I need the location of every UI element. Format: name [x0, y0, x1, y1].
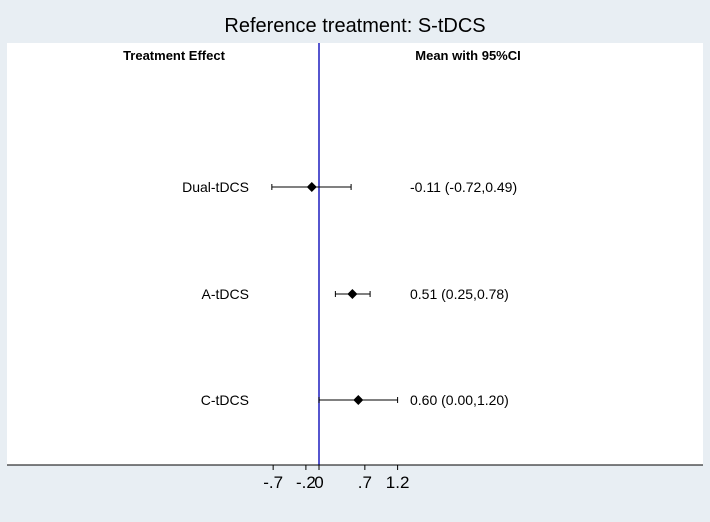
x-tick-label-4: 1.2: [386, 473, 410, 492]
mean-marker-1: [347, 289, 358, 299]
mean-marker-2: [353, 395, 364, 405]
x-tick-label-1: -.2: [296, 473, 316, 492]
x-tick-label-3: .7: [358, 473, 372, 492]
column-header-treatment: Treatment Effect: [123, 48, 226, 63]
column-header-estimate: Mean with 95%CI: [415, 48, 520, 63]
row-estimate-2: 0.60 (0.00,1.20): [410, 392, 509, 408]
chart-title: Reference treatment: S-tDCS: [224, 15, 485, 37]
x-tick-label-0: -.7: [263, 473, 283, 492]
mean-marker-0: [306, 182, 317, 192]
row-label-0: Dual-tDCS: [182, 179, 249, 195]
row-estimate-0: -0.11 (-0.72,0.49): [410, 179, 517, 195]
plot-area: [7, 43, 703, 465]
x-tick-label-2: 0: [314, 473, 323, 492]
row-label-1: A-tDCS: [202, 286, 249, 302]
forest-marks: -.7 -.20 .7 1.2 Dual-tDCS -0.11 (-0.72,0.49) A…: [7, 43, 703, 492]
row-estimate-1: 0.51 (0.25,0.78): [410, 286, 509, 302]
row-label-2: C-tDCS: [201, 392, 249, 408]
